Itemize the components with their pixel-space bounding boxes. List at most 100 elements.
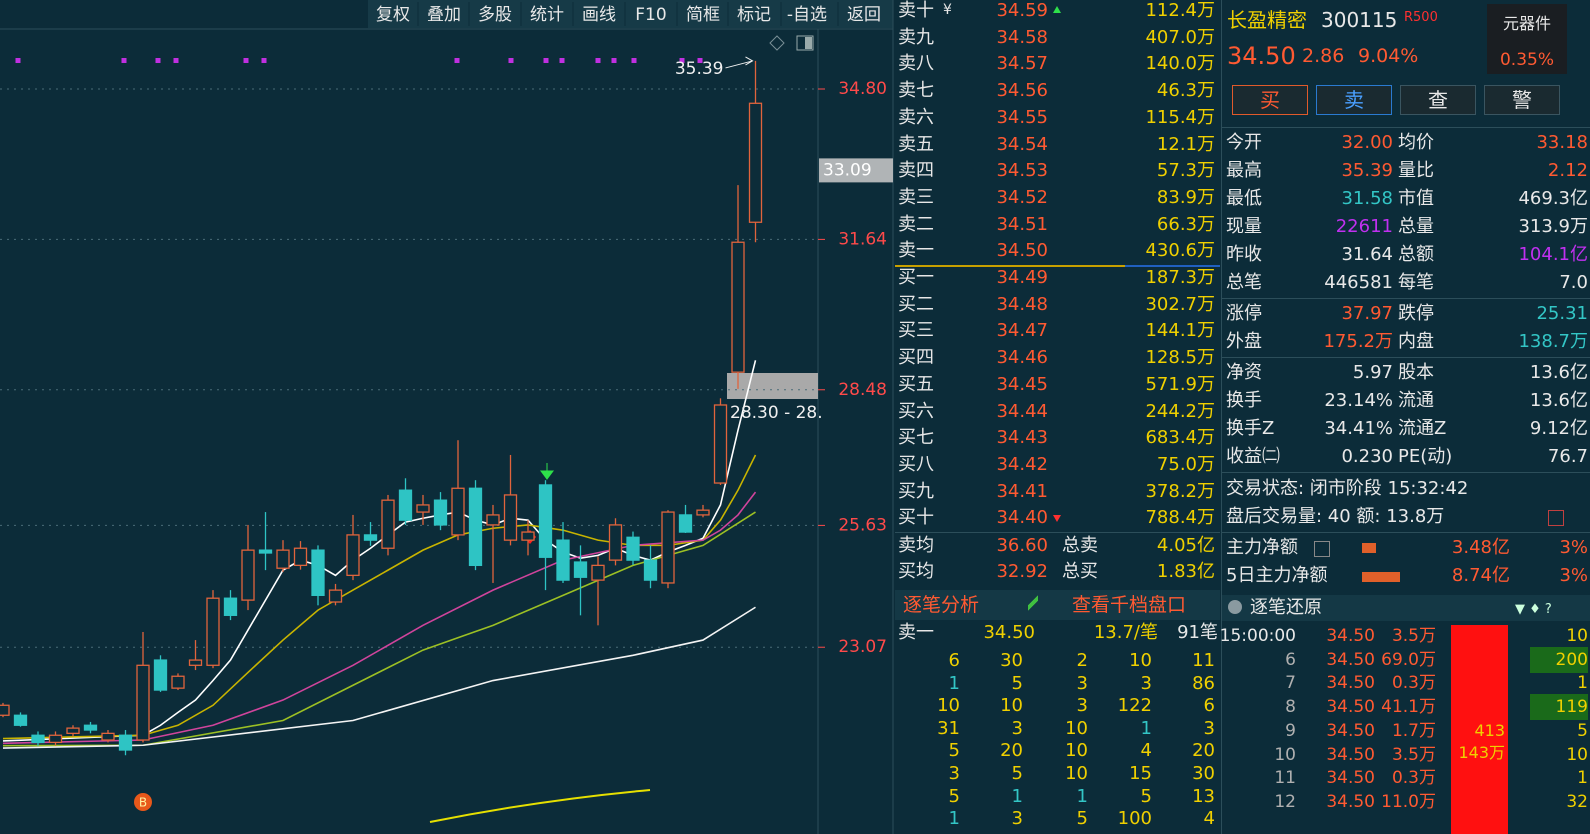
trade-count: 119 xyxy=(1529,694,1588,721)
tick-cell: 1 xyxy=(1140,717,1152,739)
tick-cell: 10 xyxy=(1065,717,1088,739)
toolbar-button[interactable]: 叠加 xyxy=(427,5,461,25)
toolbar-button[interactable]: 画线 xyxy=(582,5,616,25)
trade-time: 9 xyxy=(1285,720,1296,741)
toolbar-button[interactable]: 统计 xyxy=(530,5,564,25)
ask-volume: 115.4万 xyxy=(1145,106,1215,128)
stat-value: 35.39 xyxy=(1341,160,1393,181)
toolbar-button[interactable]: -自选 xyxy=(787,5,827,25)
y-tick-label: 34.80 xyxy=(838,79,887,99)
ask-volume: 140.0万 xyxy=(1145,53,1215,75)
stat-label: 最高 xyxy=(1226,160,1262,181)
tick-cell: 5 xyxy=(1011,763,1023,784)
trade-time: 6 xyxy=(1285,649,1296,670)
high-arrow xyxy=(725,56,754,69)
trade-count: 10 xyxy=(1566,744,1588,765)
tick-cell: 5 xyxy=(1140,785,1152,807)
tick-cell: 5 xyxy=(1011,672,1023,694)
trade-price: 34.50 xyxy=(1326,768,1375,789)
bar-count: 413 xyxy=(1474,721,1505,740)
tick-cell: 5 xyxy=(948,785,960,807)
toolbar-button[interactable]: 多股 xyxy=(478,5,512,25)
candle-body xyxy=(678,514,693,533)
action-button[interactable]: 查 xyxy=(1400,85,1476,115)
panel-toggle-icon[interactable] xyxy=(796,35,814,51)
trade-price: 34.50 xyxy=(1326,649,1375,670)
trade-volume: 3.5万 xyxy=(1391,626,1436,646)
ask-volume: 66.3万 xyxy=(1156,213,1215,235)
toolbar-bg xyxy=(368,0,893,28)
candle-body xyxy=(573,561,588,578)
tick-cell: 4 xyxy=(1203,808,1215,830)
bid-label: 买四 xyxy=(898,347,934,369)
candle-body xyxy=(311,549,325,596)
candle-body xyxy=(346,534,360,577)
candle-body xyxy=(136,664,150,741)
action-button[interactable]: 卖 xyxy=(1316,85,1392,115)
tick-cell: 3 xyxy=(1011,808,1023,830)
tick-cell: 15 xyxy=(1129,763,1152,784)
signal-dot xyxy=(595,58,601,63)
event-icon[interactable] xyxy=(134,793,152,811)
tab[interactable]: 逐笔分析 xyxy=(903,594,980,616)
y-tick-label: 31.64 xyxy=(838,229,887,249)
trade-volume: 0.3万 xyxy=(1391,673,1436,694)
toolbar-button[interactable]: 返回 xyxy=(847,5,881,25)
tab[interactable]: 查看千档盘口 xyxy=(1072,594,1187,616)
candle-body xyxy=(556,539,570,581)
average-label: 买均 xyxy=(898,561,934,582)
action-button[interactable]: 买 xyxy=(1232,85,1308,115)
change: 2.86 xyxy=(1302,45,1345,67)
candle-body xyxy=(521,531,535,541)
trade-price: 34.50 xyxy=(1326,791,1375,812)
tick-cell: 6 xyxy=(1203,695,1215,717)
range-label: 28.30 - 28. xyxy=(730,403,823,423)
toolbar-button[interactable]: 复权 xyxy=(376,5,410,25)
trade-count: 32 xyxy=(1566,791,1588,812)
tick-cell: 10 xyxy=(1129,650,1152,671)
diamond-icon[interactable] xyxy=(769,35,785,51)
action-button[interactable]: 警 xyxy=(1484,85,1560,115)
stat-value: 9.12亿 xyxy=(1529,418,1588,439)
toolbar-button[interactable]: 标记 xyxy=(737,5,771,25)
ask-price: 34.57 xyxy=(996,53,1048,75)
candle-body xyxy=(713,404,728,484)
flow-pct: 3% xyxy=(1559,537,1588,558)
trade-price: 34.50 xyxy=(1326,720,1375,741)
stat-value: 7.0 xyxy=(1559,272,1588,293)
bid-label: 买一 xyxy=(898,267,934,288)
event-icon-glyph: B xyxy=(139,796,147,810)
signal-dot xyxy=(155,58,161,63)
signal-dot xyxy=(631,58,637,63)
candle-body xyxy=(48,734,63,744)
tick-cell: 30 xyxy=(1192,763,1215,784)
bid-price: 34.42 xyxy=(996,453,1048,475)
stock-name: 长盈精密 xyxy=(1227,8,1307,32)
bid-volume: 244.2万 xyxy=(1145,400,1215,422)
stat-label: 内盘 xyxy=(1398,331,1434,352)
moving-average-line xyxy=(2,491,757,745)
signal-dot xyxy=(121,58,127,63)
stat-value: 138.7万 xyxy=(1518,331,1588,352)
up-arrow xyxy=(1053,6,1061,13)
trade-volume: 1.7万 xyxy=(1391,720,1436,741)
candle-body xyxy=(643,559,658,581)
signal-dot xyxy=(697,58,703,63)
bid-label: 买九 xyxy=(898,480,934,502)
bid-price: 34.41 xyxy=(996,480,1048,502)
book-divider-a xyxy=(895,265,1125,267)
moving-average-line xyxy=(2,606,756,749)
bid-volume: 144.1万 xyxy=(1145,320,1215,342)
ask-volume: 407.0万 xyxy=(1145,26,1215,48)
stat-label: 涨停 xyxy=(1226,303,1262,324)
tick-cell: 30 xyxy=(1000,650,1023,671)
tick-cell: 10 xyxy=(937,695,960,717)
candle-body xyxy=(171,675,185,689)
flow-value: 3.48亿 xyxy=(1451,537,1510,558)
candle-body xyxy=(101,732,115,741)
bid-label: 买七 xyxy=(898,427,934,449)
toolbar-button[interactable]: 简框 xyxy=(686,5,720,25)
bid-volume: 75.0万 xyxy=(1156,453,1215,475)
toolbar-button[interactable]: F10 xyxy=(635,5,666,25)
